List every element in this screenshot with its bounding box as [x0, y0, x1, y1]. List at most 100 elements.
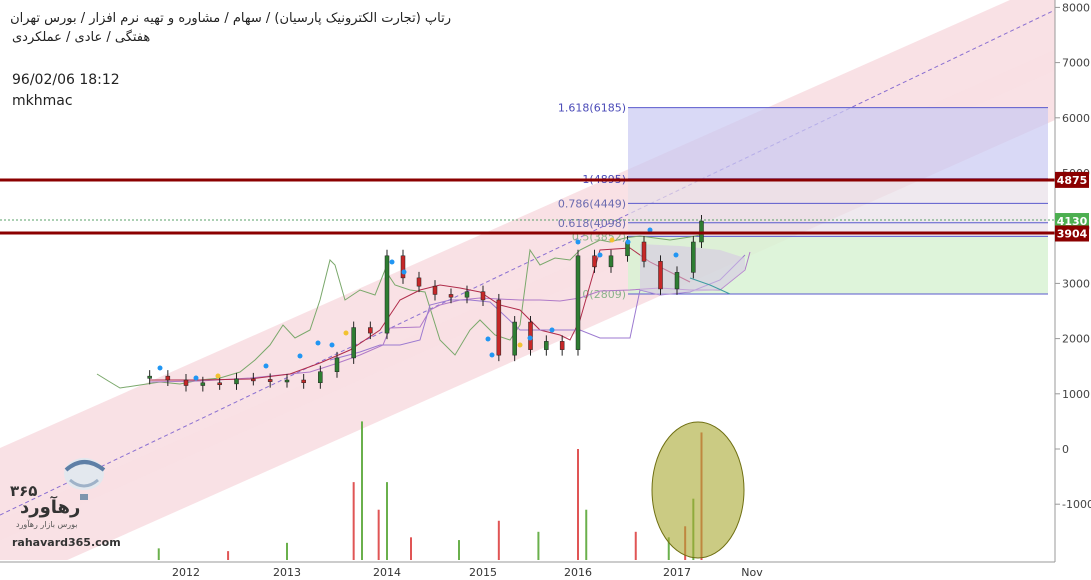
- fib-zone-blue: [628, 108, 1048, 180]
- signal-dot: [575, 239, 581, 245]
- candle-body: [334, 357, 340, 372]
- y-tick-label: 8000: [1062, 1, 1090, 14]
- volume-bar: [227, 551, 230, 560]
- y-tick-label: -1000: [1062, 498, 1091, 511]
- signal-dot: [549, 327, 555, 333]
- volume-bar: [410, 537, 412, 560]
- x-tick-label: 2017: [663, 566, 691, 579]
- y-tick-label: 7000: [1062, 57, 1090, 70]
- x-tick-label: 2014: [373, 566, 401, 579]
- candle-body: [416, 277, 422, 287]
- price-tag-box: [1055, 213, 1089, 230]
- candle-body: [234, 378, 239, 385]
- signal-dot: [315, 340, 321, 346]
- volume-bar: [157, 548, 160, 560]
- volume-bar: [497, 520, 500, 560]
- fib-level-label: 0(2809): [582, 288, 626, 301]
- candle-body: [480, 291, 486, 301]
- signal-dot: [263, 363, 269, 369]
- signal-dot: [625, 239, 631, 245]
- candle-body: [351, 327, 356, 359]
- candle-body: [575, 255, 581, 350]
- volume-bar: [667, 537, 670, 560]
- x-tick-label: 2016: [564, 566, 592, 579]
- logo-number: ۳۶۵: [10, 482, 38, 500]
- chart-title: رتاپ (تجارت الکترونیک پارسیان) / سهام / …: [10, 11, 451, 26]
- price-tag-label: 3904: [1057, 227, 1088, 240]
- signal-dot: [343, 330, 349, 336]
- chart-timestamp: 96/02/06 18:12: [12, 72, 120, 88]
- candle-body: [318, 371, 323, 384]
- candle-body: [641, 241, 647, 262]
- signal-dot: [193, 375, 199, 381]
- x-tick-label: 2013: [273, 566, 301, 579]
- signal-dot: [609, 237, 615, 243]
- volume-bar: [634, 531, 637, 560]
- candle-body: [165, 375, 171, 381]
- candle-body: [301, 379, 306, 384]
- signal-dot: [297, 353, 303, 359]
- signal-dot: [527, 335, 533, 341]
- x-tick-label: 2012: [172, 566, 200, 579]
- price-tag-box: [1055, 171, 1089, 188]
- y-tick-label: 1000: [1062, 388, 1090, 401]
- candle-body: [658, 261, 663, 290]
- indicator-line-green: [96, 234, 701, 389]
- y-tick-label: 3000: [1062, 277, 1090, 290]
- y-tick-label: 0: [1062, 443, 1069, 456]
- candle-body: [448, 294, 454, 298]
- candle-body: [496, 299, 502, 356]
- candle-body: [432, 285, 438, 295]
- candle-body: [691, 241, 696, 273]
- chart-author: mkhmac: [12, 93, 73, 109]
- logo-name: رهآورد: [20, 497, 81, 518]
- price-tag-box: [1055, 225, 1089, 242]
- candle-body: [217, 382, 222, 386]
- fib-zone-gray: [628, 180, 1048, 237]
- channel-median-line: [0, 9, 1055, 516]
- candle-body: [559, 341, 565, 350]
- x-tick-label: Nov: [741, 566, 763, 579]
- logo-tagline: بورس بازار رهآورد: [16, 520, 78, 529]
- fib-level-label: 0.786(4449): [558, 197, 626, 210]
- candle-body: [147, 375, 152, 379]
- signal-dot: [401, 269, 407, 275]
- x-axis: 2012 2013 2014 2015 2016 2017 Nov: [172, 566, 763, 579]
- candle-body: [267, 379, 273, 382]
- price-tag-label: 4875: [1057, 174, 1088, 187]
- signal-dot: [215, 373, 221, 379]
- logo-url[interactable]: rahavard365.com: [12, 536, 121, 549]
- candle-body: [544, 341, 549, 350]
- candle-body: [608, 255, 614, 268]
- signal-dot: [647, 227, 653, 233]
- rahavard-logo: [64, 458, 106, 500]
- volume-bar: [352, 482, 355, 560]
- signal-dot: [517, 342, 523, 348]
- indicator-line-maroon: [150, 247, 691, 381]
- volume-bar: [286, 542, 288, 560]
- volume-bar: [577, 449, 579, 560]
- price-tag-label: 4130: [1057, 215, 1088, 228]
- signal-dot: [597, 252, 603, 258]
- signal-dots: [157, 227, 679, 381]
- volume-highlight-ellipse: [651, 421, 745, 559]
- volume-bar: [386, 482, 388, 560]
- y-tick-label: 6000: [1062, 112, 1090, 125]
- signal-dot: [673, 252, 679, 258]
- candle-body: [464, 291, 470, 298]
- candle-body: [674, 272, 680, 290]
- candle-body: [368, 327, 373, 334]
- signal-dot: [329, 342, 335, 348]
- chart-subtitle: هفتگی / عادی / عملکردی: [12, 30, 151, 45]
- volume-bar: [458, 540, 460, 560]
- fib-level-label: 1.618(6185): [558, 102, 626, 115]
- candle-body: [400, 255, 406, 279]
- y-tick-label: 2000: [1062, 333, 1090, 346]
- candle-body: [183, 379, 189, 386]
- volume-bar: [585, 509, 588, 560]
- volume-bar: [361, 421, 363, 560]
- volume-bar: [537, 531, 540, 560]
- candle-body: [512, 321, 517, 356]
